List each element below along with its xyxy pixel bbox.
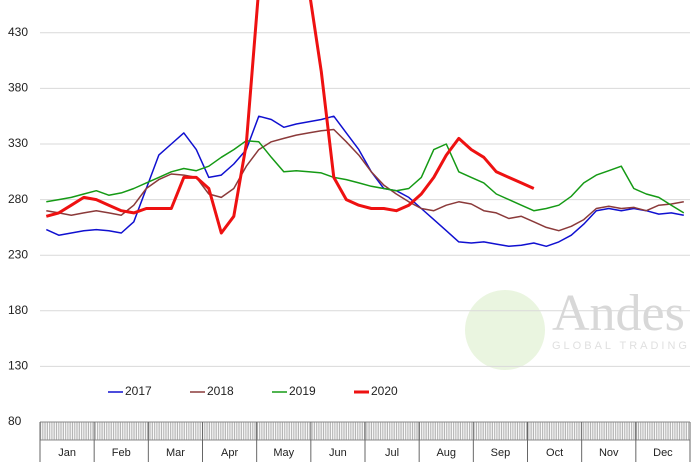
x-tick-label: Jan [58, 447, 76, 459]
legend-label: 2018 [207, 384, 234, 398]
plot-lines [45, 0, 685, 248]
x-tick-label: Aug [436, 447, 456, 459]
y-tick-label: 230 [8, 247, 28, 261]
x-tick-label: Jun [329, 447, 347, 459]
y-tick-label: 130 [8, 359, 28, 373]
series-line [46, 139, 685, 214]
y-tick-label: 180 [8, 303, 28, 317]
x-tick-label: Mar [166, 447, 185, 459]
y-tick-label: 80 [8, 414, 22, 428]
x-tick-label: Nov [599, 447, 619, 459]
x-tick-label: Dec [653, 447, 673, 459]
watermark-subtext: GLOBAL TRADING [552, 340, 690, 352]
x-tick-label: May [273, 447, 294, 459]
legend-label: 2020 [371, 384, 398, 398]
y-tick-label: 430 [8, 25, 28, 39]
legend-label: 2017 [125, 384, 152, 398]
watermark-logo [465, 290, 545, 370]
y-tick-label: 380 [8, 81, 28, 95]
x-tick-label: Feb [112, 447, 131, 459]
y-tick-label: 330 [8, 136, 28, 150]
x-tick-label: Sep [491, 447, 511, 459]
y-tick-label: 280 [8, 192, 28, 206]
series-line [46, 128, 684, 232]
series-line [45, 115, 684, 248]
x-tick-label: Oct [546, 447, 563, 459]
series-line [45, 0, 535, 235]
x-tick-label: Jul [385, 447, 399, 459]
x-tick-label: Apr [221, 447, 238, 459]
watermark-text: Andes [552, 285, 685, 342]
watermark: Andes GLOBAL TRADING [465, 285, 690, 370]
legend-label: 2019 [289, 384, 316, 398]
